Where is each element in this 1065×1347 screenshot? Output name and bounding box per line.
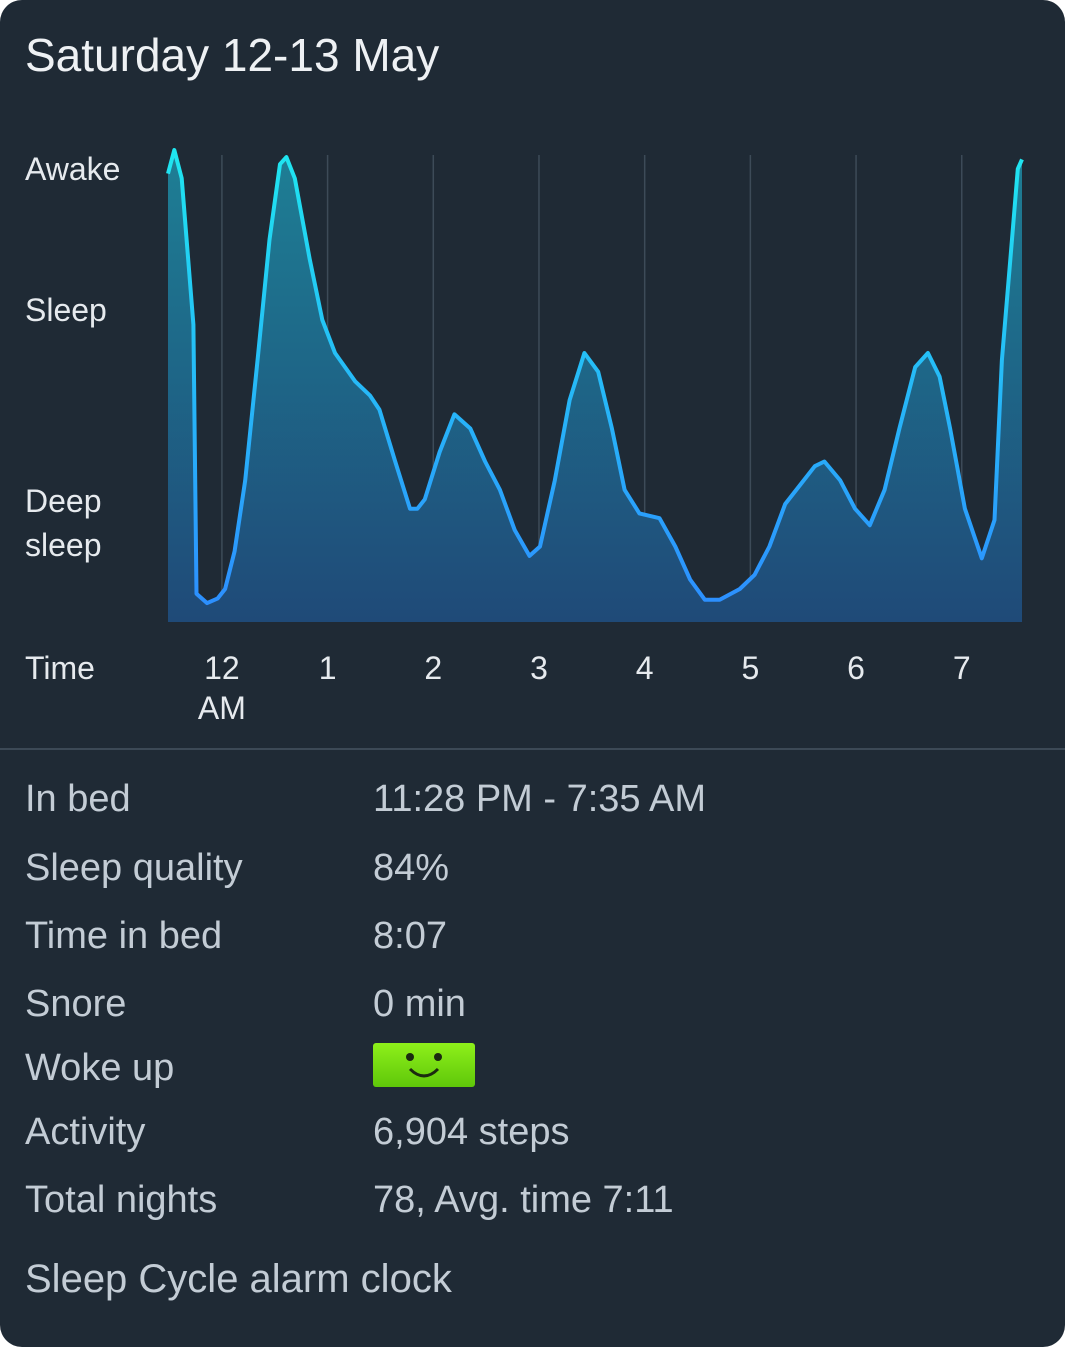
footer: Sleep Cycle alarm clock bbox=[25, 1257, 452, 1301]
x-tick-label: 4 bbox=[635, 650, 654, 686]
x-tick-label: 6 bbox=[847, 650, 865, 686]
detail-value: 11:28 PM - 7:35 AM bbox=[373, 778, 707, 820]
divider bbox=[0, 748, 1065, 750]
y-tick-label: Awake bbox=[25, 150, 121, 187]
detail-label: Total nights bbox=[25, 1179, 218, 1221]
detail-value: 6,904 steps bbox=[373, 1111, 570, 1153]
x-tick-label: 7 bbox=[952, 650, 971, 686]
x-tick-label: 2 bbox=[424, 650, 443, 686]
y-tick-label: Deep sleep bbox=[25, 482, 102, 563]
detail-label: Woke up bbox=[25, 1047, 175, 1089]
line bbox=[166, 148, 1024, 606]
detail-label: Time in bed bbox=[25, 915, 223, 957]
y-tick-label: Sleep bbox=[25, 292, 107, 329]
chart bbox=[166, 148, 1024, 622]
detail-label: Snore bbox=[25, 983, 127, 1025]
x-tick-label: 3 bbox=[530, 650, 548, 686]
detail-value: 0 min bbox=[373, 983, 466, 1025]
x-tick-label: 12 AM bbox=[197, 650, 246, 726]
smiley-icon bbox=[373, 1043, 475, 1087]
x-tick-label: 1 bbox=[318, 650, 337, 686]
detail-value: 84% bbox=[373, 847, 450, 889]
x-axis-label: Time bbox=[25, 650, 95, 686]
detail-label: In bed bbox=[25, 778, 131, 820]
detail-value: 8:07 bbox=[373, 915, 447, 957]
title: Saturday 12-13 May bbox=[25, 29, 440, 81]
smiley bbox=[406, 1053, 442, 1078]
detail-value: 78, Avg. time 7:11 bbox=[373, 1179, 674, 1221]
x-tick-label: 5 bbox=[741, 650, 760, 686]
area bbox=[168, 150, 1022, 622]
detail-label: Activity bbox=[25, 1111, 146, 1153]
detail-label: Sleep quality bbox=[25, 847, 243, 889]
